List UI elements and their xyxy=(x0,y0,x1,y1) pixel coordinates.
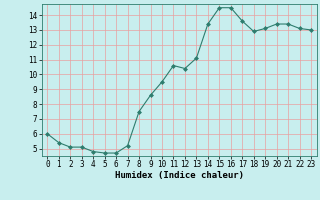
X-axis label: Humidex (Indice chaleur): Humidex (Indice chaleur) xyxy=(115,171,244,180)
